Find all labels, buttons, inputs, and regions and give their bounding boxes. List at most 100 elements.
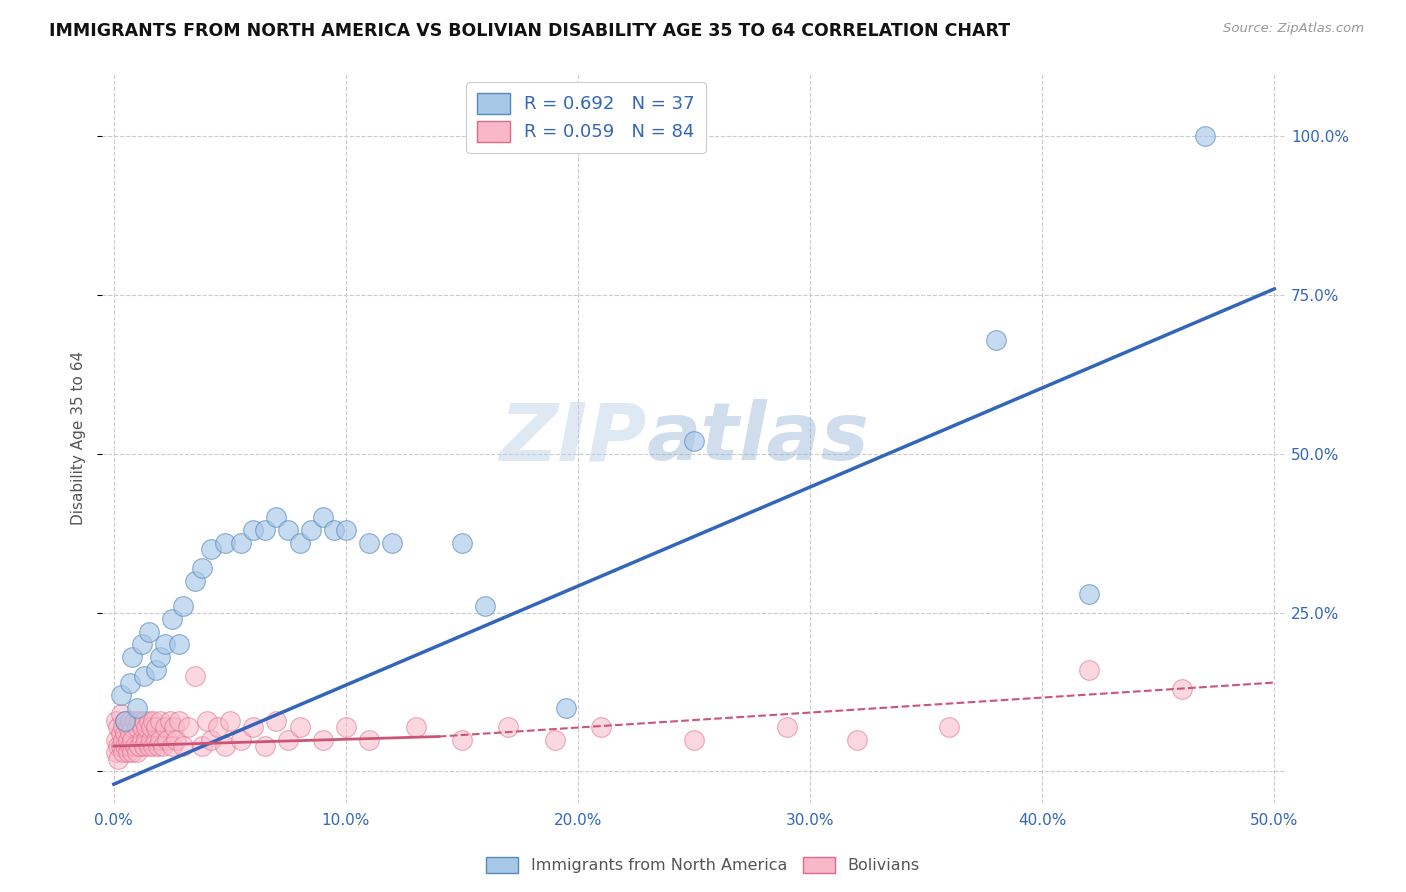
Point [131,720,153,734]
Point [1077,663,1099,677]
Point [112,720,135,734]
Point [498,720,520,734]
Point [128,714,150,728]
Point [120,675,142,690]
Point [124,714,146,728]
Point [105,746,128,760]
Point [555,701,578,715]
Point [405,720,427,734]
Point [125,701,148,715]
Point [266,714,288,728]
Point [131,638,153,652]
Point [335,523,357,537]
Point [132,669,155,683]
Point [451,536,474,550]
Point [323,523,346,537]
Point [117,720,139,734]
Point [288,536,311,550]
Point [335,720,357,734]
Text: atlas: atlas [647,399,869,477]
Point [142,714,165,728]
Point [105,714,128,728]
Point [242,523,264,537]
Point [277,732,299,747]
Point [138,739,160,753]
Point [139,720,162,734]
Point [214,536,236,550]
Point [135,732,157,747]
Point [172,739,194,753]
Point [110,739,132,753]
Point [591,720,613,734]
Point [145,720,167,734]
Point [312,510,335,524]
Point [117,746,139,760]
Point [207,720,229,734]
Point [149,714,172,728]
Legend: Immigrants from North America, Bolivians: Immigrants from North America, Bolivians [479,850,927,880]
Point [231,732,253,747]
Point [114,714,136,728]
Point [125,746,148,760]
Point [683,434,706,449]
Point [110,726,132,740]
Point [544,732,567,747]
Point [938,720,960,734]
Point [110,688,132,702]
Text: ZIP: ZIP [499,399,647,477]
Point [131,732,153,747]
Point [112,732,135,747]
Point [146,739,169,753]
Point [156,732,179,747]
Point [117,732,139,747]
Point [474,599,496,614]
Point [124,739,146,753]
Point [138,714,160,728]
Point [132,739,155,753]
Point [277,523,299,537]
Point [153,638,176,652]
Point [149,732,172,747]
Point [145,732,167,747]
Point [191,561,214,575]
Point [120,726,142,740]
Point [159,714,181,728]
Point [218,714,240,728]
Point [114,726,136,740]
Point [242,720,264,734]
Point [984,333,1007,347]
Legend: R = 0.692   N = 37, R = 0.059   N = 84: R = 0.692 N = 37, R = 0.059 N = 84 [467,82,706,153]
Point [191,739,214,753]
Y-axis label: Disability Age 35 to 64: Disability Age 35 to 64 [72,351,86,525]
Point [107,752,129,766]
Point [253,739,276,753]
Point [107,739,129,753]
Point [128,739,150,753]
Point [112,746,135,760]
Point [200,542,222,557]
Point [107,720,129,734]
Point [160,612,183,626]
Point [359,732,381,747]
Point [153,720,176,734]
Point [139,732,162,747]
Point [214,739,236,753]
Point [114,714,136,728]
Point [121,732,143,747]
Point [231,536,253,550]
Point [145,663,167,677]
Point [121,650,143,665]
Point [120,739,142,753]
Point [288,720,311,734]
Point [138,624,160,639]
Point [110,707,132,722]
Point [152,739,174,753]
Point [451,732,474,747]
Point [253,523,276,537]
Point [167,638,190,652]
Point [163,720,186,734]
Point [359,536,381,550]
Point [149,650,172,665]
Point [776,720,799,734]
Point [135,720,157,734]
